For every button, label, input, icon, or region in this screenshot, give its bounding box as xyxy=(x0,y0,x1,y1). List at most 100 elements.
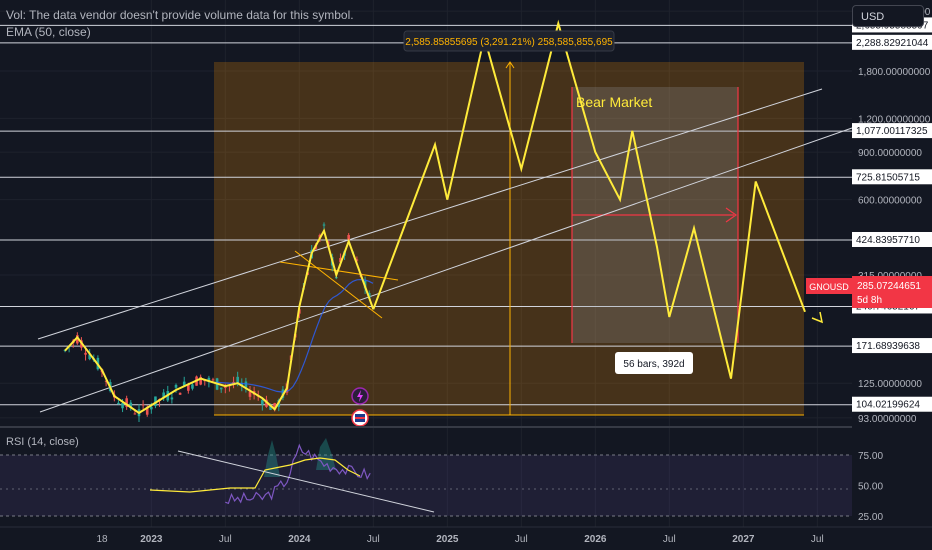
ema-legend[interactable]: EMA (50, close) xyxy=(6,25,91,39)
time-tick: 2023 xyxy=(140,534,163,545)
price-tick: 93.00000000 xyxy=(858,414,917,425)
price-axis[interactable]: 3,000.000000001,800.000000001,200.000000… xyxy=(858,7,931,425)
rsi-pane xyxy=(0,438,852,517)
candle-body xyxy=(182,381,186,386)
rsi-tick: 75.00 xyxy=(858,451,883,462)
candle-body xyxy=(187,384,190,391)
candle-body xyxy=(240,382,244,386)
level-label: 725.81505715 xyxy=(856,172,920,183)
last-price: 285.07244651 xyxy=(857,281,921,292)
candle-body xyxy=(150,406,153,410)
candle-body xyxy=(269,405,272,410)
candle-body xyxy=(145,407,149,415)
countdown: 5d 8h xyxy=(857,295,882,306)
time-tick: 2025 xyxy=(436,534,459,545)
candle-body xyxy=(170,397,174,400)
measure-readout-box xyxy=(403,30,615,52)
candle-body xyxy=(236,376,239,384)
time-tick: 2026 xyxy=(584,534,607,545)
price-tick: 1,800.00000000 xyxy=(858,67,931,78)
time-tick: 2024 xyxy=(288,534,311,545)
time-tick: Jul xyxy=(515,534,528,545)
rsi-line xyxy=(225,443,371,505)
candle-body xyxy=(355,259,359,261)
volume-note: Vol: The data vendor doesn't provide vol… xyxy=(6,8,354,22)
candle-body xyxy=(88,354,91,360)
rsi-axis: 75.00 50.00 25.00 xyxy=(858,451,883,523)
price-tick: 900.00000000 xyxy=(858,148,922,159)
rsi-tick: 25.00 xyxy=(858,512,883,523)
candle-body xyxy=(224,386,227,388)
candle-body xyxy=(265,399,268,407)
rsi-divergence-line xyxy=(177,450,435,513)
candle-body xyxy=(121,402,124,409)
level-label: 104.02199624 xyxy=(856,400,920,411)
level-label: 424.83957710 xyxy=(856,235,920,246)
price-tick: 1,200.00000000 xyxy=(858,114,931,125)
time-tick: Jul xyxy=(219,534,232,545)
measure-arrow-head xyxy=(505,61,515,69)
candle-body xyxy=(174,384,178,388)
time-tick: Jul xyxy=(663,534,676,545)
level-tag xyxy=(852,34,932,50)
candle-body xyxy=(207,377,211,382)
bear-market-label: Bear Market xyxy=(576,94,652,110)
time-tick: 18 xyxy=(96,534,108,545)
candle-body xyxy=(117,402,120,405)
projection-arrow-head xyxy=(811,311,824,324)
candle-body xyxy=(84,352,87,355)
bars-readout-box xyxy=(615,352,693,374)
bars-readout: 56 bars, 392d xyxy=(623,359,684,370)
projection-line xyxy=(372,19,806,379)
rsi-band xyxy=(0,455,852,516)
price-tick: 600.00000000 xyxy=(858,196,922,207)
grid xyxy=(0,0,852,527)
candle-body xyxy=(322,224,326,226)
candle-body xyxy=(273,403,276,410)
candle-body xyxy=(248,391,252,397)
candle-body xyxy=(191,384,194,389)
level-label: 171.68939638 xyxy=(856,341,920,352)
candle-body xyxy=(219,387,223,390)
level-tag xyxy=(852,231,932,247)
candle-body xyxy=(133,413,137,415)
candle-body xyxy=(339,258,342,263)
measure-readout: 2,585.85855695 (3,291.21%) 258,585,855,6… xyxy=(405,37,613,48)
currency-selector[interactable]: USD xyxy=(852,5,924,27)
candle-body xyxy=(199,376,202,385)
range-highlight xyxy=(214,62,804,415)
candle-body xyxy=(261,400,264,405)
candle-body xyxy=(129,402,133,409)
rsi-legend[interactable]: RSI (14, close) xyxy=(6,436,79,448)
candle-body xyxy=(347,235,350,240)
channel-lower-line xyxy=(39,127,853,413)
time-tick: 2027 xyxy=(732,534,755,545)
rsi-ma-line xyxy=(149,457,361,493)
symbol-name: GNOUSD xyxy=(809,282,849,292)
level-tag xyxy=(852,169,932,185)
time-tick: Jul xyxy=(811,534,824,545)
candle-body xyxy=(154,396,157,407)
candle-body xyxy=(211,379,215,381)
level-tag xyxy=(852,396,932,412)
symbol-tag xyxy=(806,278,852,294)
candle-body xyxy=(244,381,248,388)
time-axis[interactable]: 18 2023 Jul 2024 Jul 2025 Jul 2026 Jul 2027 Jul xyxy=(96,534,823,545)
candle-body xyxy=(178,392,182,395)
rsi-tick: 50.00 xyxy=(858,482,883,493)
level-label: 1,077.00117325 xyxy=(856,126,928,137)
level-label: 2,288.82921044 xyxy=(856,38,929,49)
price-tick: 125.00000000 xyxy=(858,379,922,390)
wedge-upper-line xyxy=(279,261,399,281)
level-tag xyxy=(852,338,932,354)
candle-body xyxy=(125,398,128,407)
candle-body xyxy=(104,380,108,382)
candle-body xyxy=(141,404,145,406)
last-price-tag xyxy=(852,276,932,308)
candle-body xyxy=(76,335,79,344)
channel-upper-line xyxy=(37,88,823,340)
price-levels xyxy=(0,24,852,406)
level-tag xyxy=(852,123,932,139)
